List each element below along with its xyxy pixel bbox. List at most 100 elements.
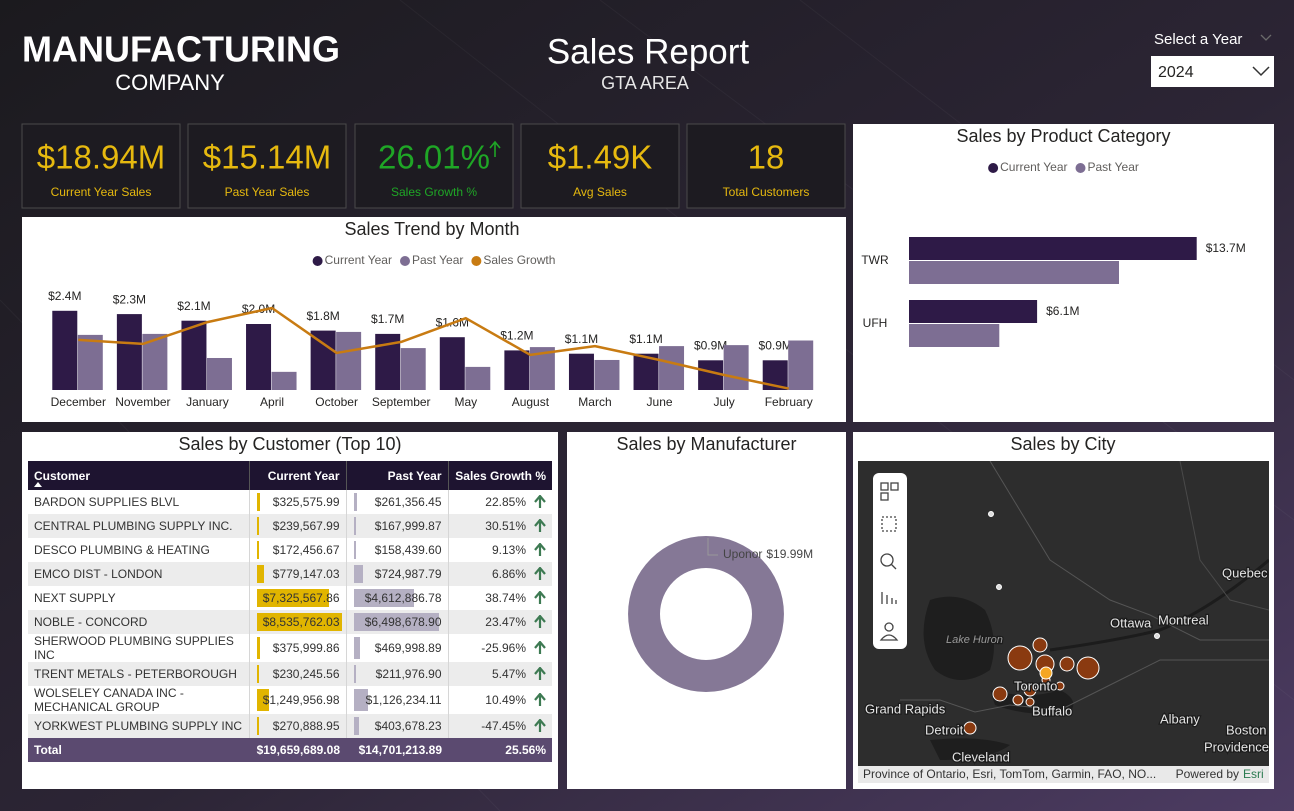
table-cell: $211,976.90 [345,662,448,686]
toolbar-icon[interactable] [881,516,897,532]
kpi-label: Past Year Sales [225,185,310,199]
legend-marker [399,256,410,266]
year-dropdown[interactable]: 2024 [1151,56,1274,87]
map-place-label: Lake Huron [946,634,1003,646]
column-header[interactable]: Past Year [345,461,448,490]
x-tick-label: October [315,395,358,409]
toolbar-icon[interactable] [890,563,897,570]
table-cell: NEXT SUPPLY [28,586,249,610]
bar [504,350,530,390]
table-header: Customer Current Year Past Year Sales Growt… [28,461,552,490]
data-bar [353,665,357,683]
cell-text: $779,147.03 [272,567,340,581]
panel [22,217,846,422]
table-row: EMCO DIST - LONDON $779,147.03 $724,987.79… [28,562,552,586]
cell-text: $375,999.86 [272,641,340,655]
cell-text: $167,999.87 [374,519,442,533]
table-header-row: Customer Current Year Past Year Sales Growt… [28,461,552,490]
growth-icon [534,640,546,655]
data-bar [353,541,356,559]
table-body: BARDON SUPPLIES BLVL $325,575.99 $261,356.… [28,490,552,738]
data-bar [256,613,342,631]
chart-title: Sales Trend by Month [344,219,519,239]
dropdown-value[interactable]: 2024 [1158,64,1194,81]
value-label: $19.99M [766,547,813,561]
table-cell: $6,498,678.90 [345,610,448,634]
x-tick-label: September [372,395,431,409]
bar [698,360,724,390]
total-text: $14,701,213.89 [358,743,442,757]
legend-marker [471,256,482,266]
cell-text: -25.96% [481,640,526,655]
legend-label: Current Year [325,253,392,267]
toolbar-icon[interactable] [890,482,899,491]
table-cell: $724,987.79 [345,562,448,586]
growth-icon [534,566,546,581]
data-bar [353,517,356,535]
cell-text: -47.45% [481,718,526,733]
toolbar-icon[interactable] [879,634,899,641]
growth-icon [534,692,546,707]
toolbar-icon[interactable] [880,492,889,501]
kpi-value: $1.49K [548,139,653,176]
table-cell: 10.49% [447,686,552,714]
y-tick-label: UFH [863,316,888,330]
table-row: YORKWEST PLUMBING SUPPLY INC $270,888.95 $… [28,714,552,738]
map-border [1179,461,1269,611]
dropdown-box[interactable] [1151,56,1274,87]
growth-arrow [534,692,546,707]
data-label: $1.2M [500,329,533,343]
table-footer: Total $19,659,689.08 $14,701,213.89 25.56% [28,738,552,762]
city-bubble [996,584,1002,590]
column-header[interactable]: Customer [28,461,249,490]
table-cell: $8,535,762.03 [248,610,346,634]
column-header[interactable]: Current Year [248,461,346,490]
bar [659,346,685,390]
sort-indicator[interactable] [34,482,42,487]
legend-marker [1075,163,1086,173]
dropdown-chevron[interactable] [1252,66,1270,77]
table-cell: 6.86% [447,562,552,586]
donut-slice [628,536,784,692]
line [78,306,789,390]
bar [909,261,1119,284]
table-cell: $375,999.86 [248,634,346,662]
bar [181,320,207,390]
table-cell: $7,325,567.86 [248,586,346,610]
table-cell: $1,249,956.98 [248,686,346,714]
growth-arrow [534,640,546,655]
data-bar [353,637,360,659]
cell-text: 38.74% [485,590,526,605]
table-cell: 22.85% [447,490,552,514]
cell-text: $4,612,886.78 [364,591,442,605]
column-header-text: Sales Growth % [455,468,546,483]
total-cell: 25.56% [448,738,552,762]
city-bubble [1059,656,1075,672]
legend-label: Current Year [1000,160,1067,174]
table-row: BARDON SUPPLIES BLVL $325,575.99 $261,356.… [28,490,552,514]
total-cell: Total [28,738,249,762]
filter-collapse-icon[interactable] [1260,34,1272,41]
column-header-text: Past Year [387,468,442,483]
bar [77,334,103,390]
map-place-label: Quebec [1222,565,1268,580]
toolbar-icon[interactable] [880,553,894,567]
toolbar-icon[interactable] [884,622,894,632]
map-border [900,659,1269,713]
data-bar [353,589,414,607]
data-label: $6.1M [1046,304,1079,318]
table-cell: CENTRAL PLUMBING SUPPLY INC. [28,514,249,538]
bar [909,237,1197,260]
table-cell: BARDON SUPPLIES BLVL [28,490,249,514]
toolbar-icon[interactable] [880,482,889,491]
map[interactable] [858,461,1269,783]
table-cell: $230,245.56 [248,662,346,686]
cell-text: TRENT METALS - PETERBOROUGH [34,667,237,681]
toolbar-icon[interactable] [881,592,897,604]
column-header[interactable]: Sales Growth % [447,461,552,490]
growth-arrow [534,542,546,557]
map-provider[interactable]: Esri [1243,767,1264,781]
growth-icon [534,614,546,629]
bar [723,345,749,390]
